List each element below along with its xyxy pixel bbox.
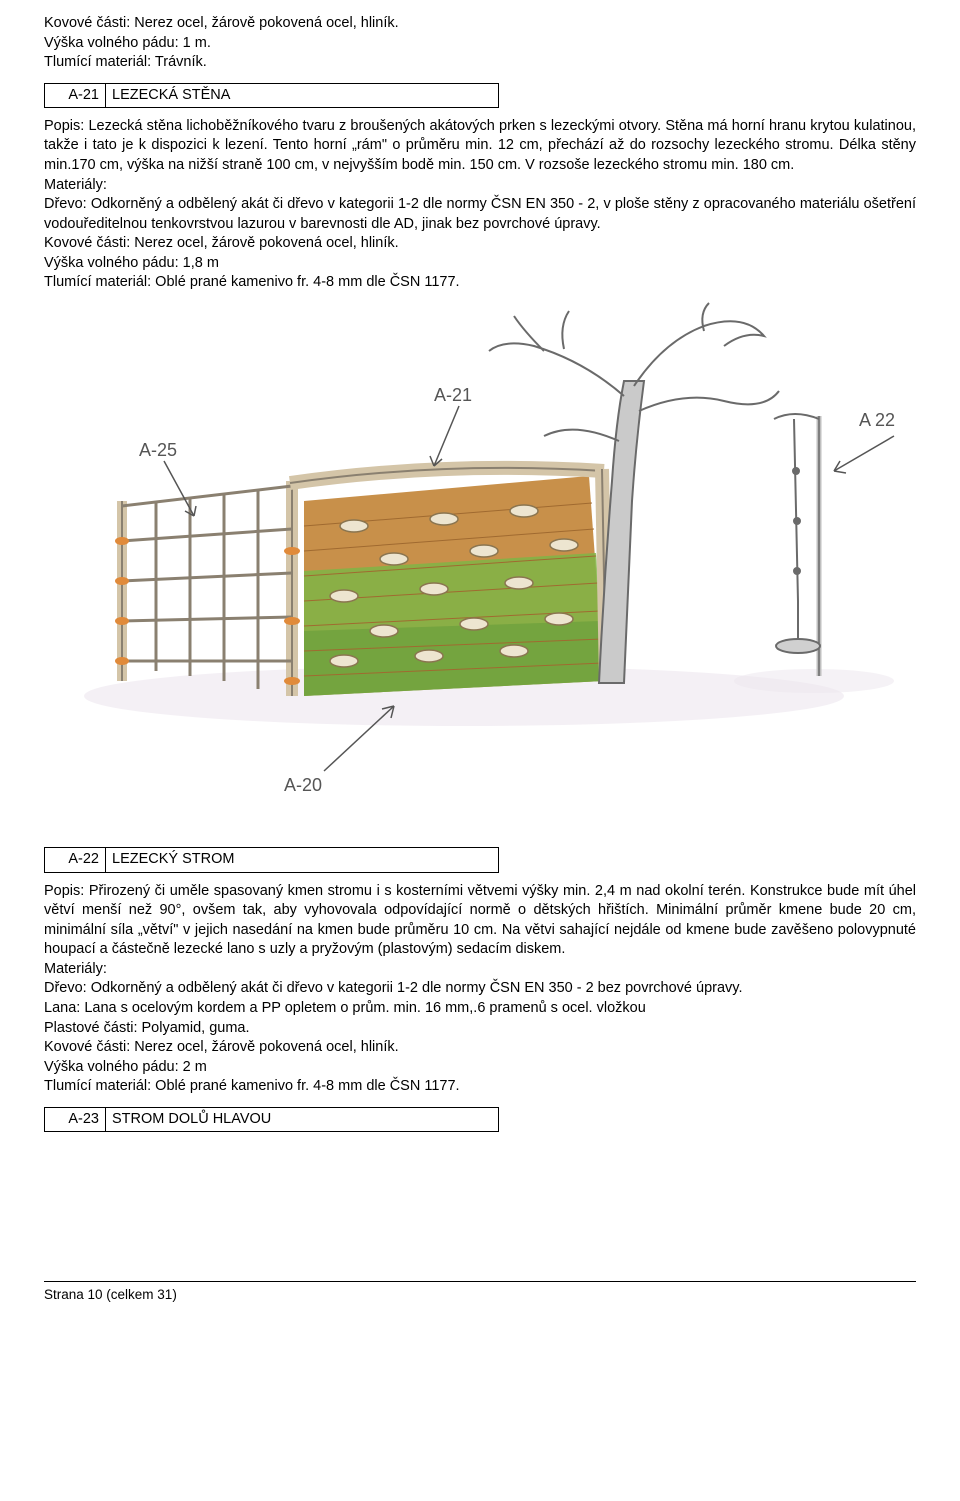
section-title: LEZECKÁ STĚNA <box>106 83 499 108</box>
illustration-label-a21: A-21 <box>434 385 472 405</box>
section-code: A-22 <box>45 848 106 873</box>
a21-mat-header: Materiály: <box>44 176 916 196</box>
a22-tlumici: Tlumící materiál: Oblé prané kamenivo fr… <box>44 1077 916 1097</box>
footer: Strana 10 (celkem 31) <box>44 1281 916 1304</box>
section-code: A-21 <box>45 83 106 108</box>
a21-kovove: Kovové části: Nerez ocel, žárově pokoven… <box>44 234 916 254</box>
illustration-label-a20: A-20 <box>284 775 322 795</box>
illustration-label-a25: A-25 <box>139 440 177 460</box>
illustration: A-21 A-25 A 22 A-20 <box>44 301 916 828</box>
a22-mat2: Lana: Lana s ocelovým kordem a PP oplete… <box>44 999 916 1019</box>
a22-mat1: Dřevo: Odkorněný a odbělený akát či dřev… <box>44 979 916 999</box>
a22-mat3: Plastové části: Polyamid, guma. <box>44 1019 916 1039</box>
section-title: STROM DOLŮ HLAVOU <box>106 1107 499 1132</box>
section-title: LEZECKÝ STROM <box>106 848 499 873</box>
a21-vyska: Výška volného pádu: 1,8 m <box>44 254 916 274</box>
a22-kovove: Kovové části: Nerez ocel, žárově pokoven… <box>44 1038 916 1058</box>
a22-mat-header: Materiály: <box>44 960 916 980</box>
a21-popis: Popis: Lezecká stěna lichoběžníkového tv… <box>44 117 916 176</box>
page-content: Kovové části: Nerez ocel, žárově pokoven… <box>0 0 960 1324</box>
section-header-a22: A-22 LEZECKÝ STROM <box>44 847 499 873</box>
section-header-a21: A-21 LEZECKÁ STĚNA <box>44 83 499 109</box>
section-header-a23: A-23 STROM DOLŮ HLAVOU <box>44 1107 499 1133</box>
intro-line2: Výška volného pádu: 1 m. <box>44 34 916 54</box>
section-code: A-23 <box>45 1107 106 1132</box>
intro-line1: Kovové části: Nerez ocel, žárově pokoven… <box>44 14 916 34</box>
a21-mat-body: Dřevo: Odkorněný a odbělený akát či dřev… <box>44 195 916 234</box>
a21-tlumici: Tlumící materiál: Oblé prané kamenivo fr… <box>44 273 916 293</box>
illustration-label-a22: A 22 <box>859 410 895 430</box>
intro-line3: Tlumící materiál: Trávník. <box>44 53 916 73</box>
a22-popis: Popis: Přirozený či uměle spasovaný kmen… <box>44 882 916 960</box>
a22-vyska: Výška volného pádu: 2 m <box>44 1058 916 1078</box>
